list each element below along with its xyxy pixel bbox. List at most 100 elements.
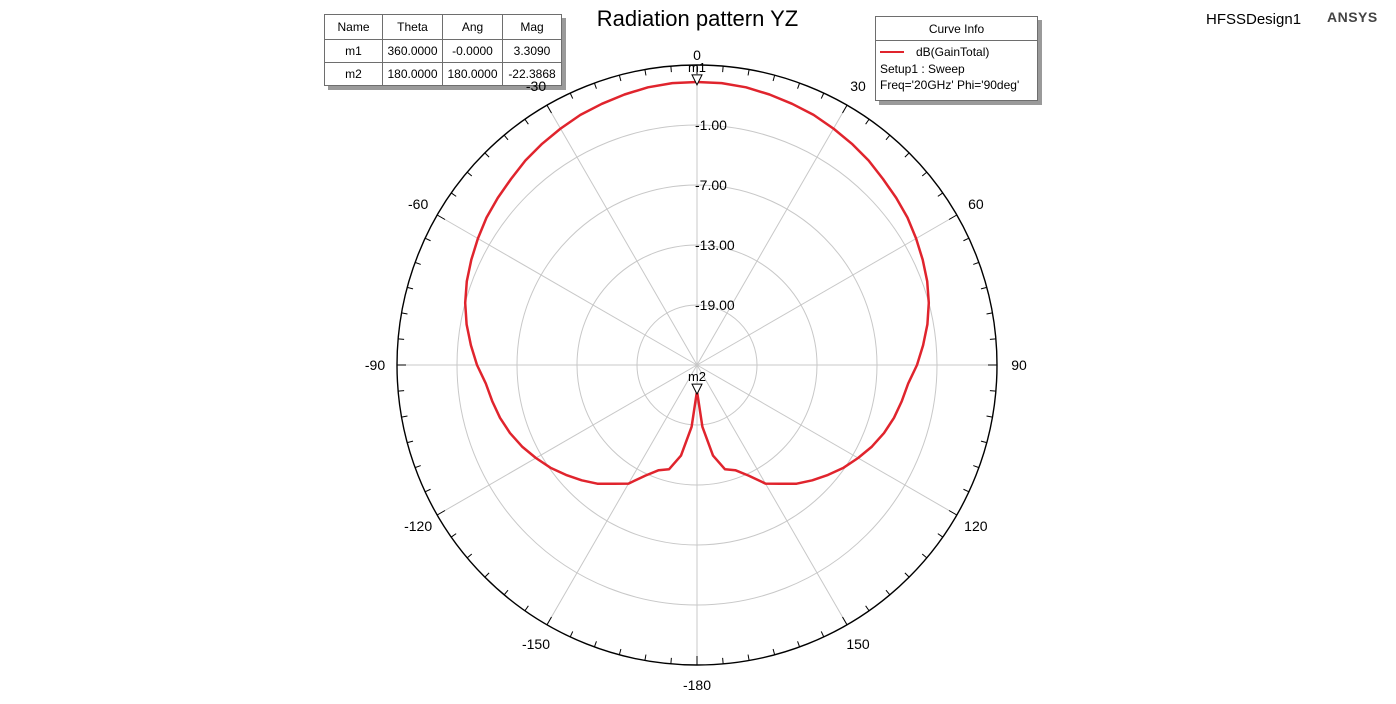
- angle-tick-label: -120: [404, 518, 432, 534]
- brand-logo-text: ANSYS: [1327, 9, 1378, 25]
- grid-spoke: [546, 364, 698, 626]
- angle-tick-mark: [466, 171, 473, 177]
- grid-spoke: [546, 104, 698, 366]
- angle-tick-mark: [885, 134, 891, 141]
- angle-tick-mark: [436, 510, 446, 516]
- marker-theta-cell: 360.0000: [382, 39, 443, 63]
- angle-tick-mark: [401, 415, 408, 418]
- angle-tick-mark: [466, 553, 473, 559]
- marker-table-header-theta: Theta: [382, 14, 443, 40]
- angle-tick-mark: [450, 533, 457, 538]
- angle-tick-mark: [424, 237, 431, 242]
- angle-tick-mark: [980, 286, 987, 290]
- angle-tick-mark: [989, 390, 996, 392]
- design-name: HFSSDesign1: [1206, 11, 1302, 28]
- angle-tick-mark: [904, 152, 910, 158]
- grid-spoke: [696, 364, 958, 516]
- angle-tick-mark: [484, 152, 490, 158]
- angle-tick-mark: [644, 654, 647, 661]
- angle-tick-mark: [980, 440, 987, 444]
- angle-tick-mark: [986, 415, 993, 418]
- angle-tick-mark: [842, 616, 848, 626]
- radial-tick-label: -7.00: [695, 177, 727, 193]
- marker-ang-cell: 180.0000: [442, 62, 503, 86]
- angle-tick-label: -150: [522, 636, 550, 652]
- legend-label: dB(GainTotal): [916, 45, 990, 59]
- angle-tick-mark: [797, 641, 801, 648]
- angle-tick-mark: [644, 69, 647, 76]
- angle-tick-mark: [904, 572, 910, 578]
- angle-tick-mark: [986, 312, 993, 315]
- angle-tick-mark: [503, 589, 509, 596]
- angle-tick-mark: [546, 616, 552, 626]
- angle-tick-mark: [450, 192, 457, 197]
- angle-tick-mark: [569, 631, 574, 638]
- marker-label: m1: [688, 60, 706, 75]
- angle-tick-label: 90: [1011, 357, 1027, 373]
- curve-info-title: Curve Info: [876, 17, 1037, 41]
- grid-spoke: [436, 214, 698, 366]
- angle-tick-mark: [937, 533, 944, 538]
- angle-tick-mark: [948, 510, 958, 516]
- curve-info-legend[interactable]: Curve Info dB(GainTotal) Setup1 : Sweep …: [875, 16, 1038, 101]
- angle-tick-mark: [414, 261, 421, 265]
- angle-tick-mark: [670, 657, 672, 664]
- marker-name-cell: m2: [324, 62, 383, 86]
- table-row[interactable]: m1 360.0000 -0.0000 3.3090: [324, 39, 562, 63]
- angle-tick-mark: [414, 465, 421, 469]
- chart-markers[interactable]: m1 m2: [688, 60, 706, 396]
- grid-spoke: [696, 364, 848, 626]
- marker-name-cell: m1: [324, 39, 383, 63]
- angle-tick-mark: [865, 605, 870, 612]
- angle-tick-mark: [593, 82, 597, 89]
- marker-table-header-mag: Mag: [502, 14, 562, 40]
- grid-spoke: [696, 214, 958, 366]
- angle-tick-mark: [989, 338, 996, 340]
- angle-tick-mark: [973, 261, 980, 265]
- angle-tick-mark: [747, 654, 750, 661]
- angle-tick-mark: [973, 465, 980, 469]
- angle-tick-mark: [524, 118, 529, 125]
- angle-tick-mark: [747, 69, 750, 76]
- angle-tick-label: 150: [846, 636, 870, 652]
- angle-tick-mark: [820, 631, 825, 638]
- curve-info-setup: Setup1 : Sweep: [880, 62, 965, 76]
- angle-tick-mark: [921, 171, 928, 177]
- angle-tick-mark: [772, 75, 776, 82]
- radial-tick-label: -19.00: [695, 297, 735, 313]
- angle-tick-label: -180: [683, 677, 711, 693]
- angle-tick-mark: [424, 488, 431, 493]
- angle-tick-mark: [618, 75, 622, 82]
- angle-tick-mark: [546, 104, 552, 114]
- angle-tick-mark: [670, 66, 672, 73]
- angle-tick-mark: [593, 641, 597, 648]
- angle-tick-mark: [398, 390, 405, 392]
- polar-grid: [396, 64, 998, 666]
- angle-tick-label: -60: [408, 196, 428, 212]
- marker-triangle-icon: [691, 74, 703, 87]
- radial-tick-labels: -1.00 -7.00 -13.00 -19.00: [695, 117, 735, 313]
- angle-tick-label: -30: [526, 78, 546, 94]
- marker-label: m2: [688, 369, 706, 384]
- angle-tick-label: 60: [968, 196, 984, 212]
- radial-tick-label: -1.00: [695, 117, 727, 133]
- angle-tick-mark: [436, 214, 446, 220]
- angle-tick-label: 120: [964, 518, 988, 534]
- angle-tick-mark: [569, 92, 574, 99]
- angle-tick-mark: [797, 82, 801, 89]
- table-row[interactable]: m2 180.0000 180.0000 -22.3868: [324, 62, 562, 86]
- legend-swatch: [880, 51, 904, 53]
- marker-table: Name Theta Ang Mag m1 360.0000 -0.0000 3…: [324, 14, 562, 86]
- angle-tick-mark: [820, 92, 825, 99]
- marker-theta-cell: 180.0000: [382, 62, 443, 86]
- angle-tick-mark: [842, 104, 848, 114]
- grid-spoke: [436, 364, 698, 516]
- legend-entry[interactable]: dB(GainTotal): [876, 41, 1037, 61]
- angle-tick-label: 0: [693, 47, 701, 63]
- angle-tick-label: -90: [365, 357, 385, 373]
- angle-tick-mark: [484, 572, 490, 578]
- angle-tick-mark: [398, 338, 405, 340]
- angle-tick-mark: [524, 605, 529, 612]
- angle-tick-mark: [963, 237, 970, 242]
